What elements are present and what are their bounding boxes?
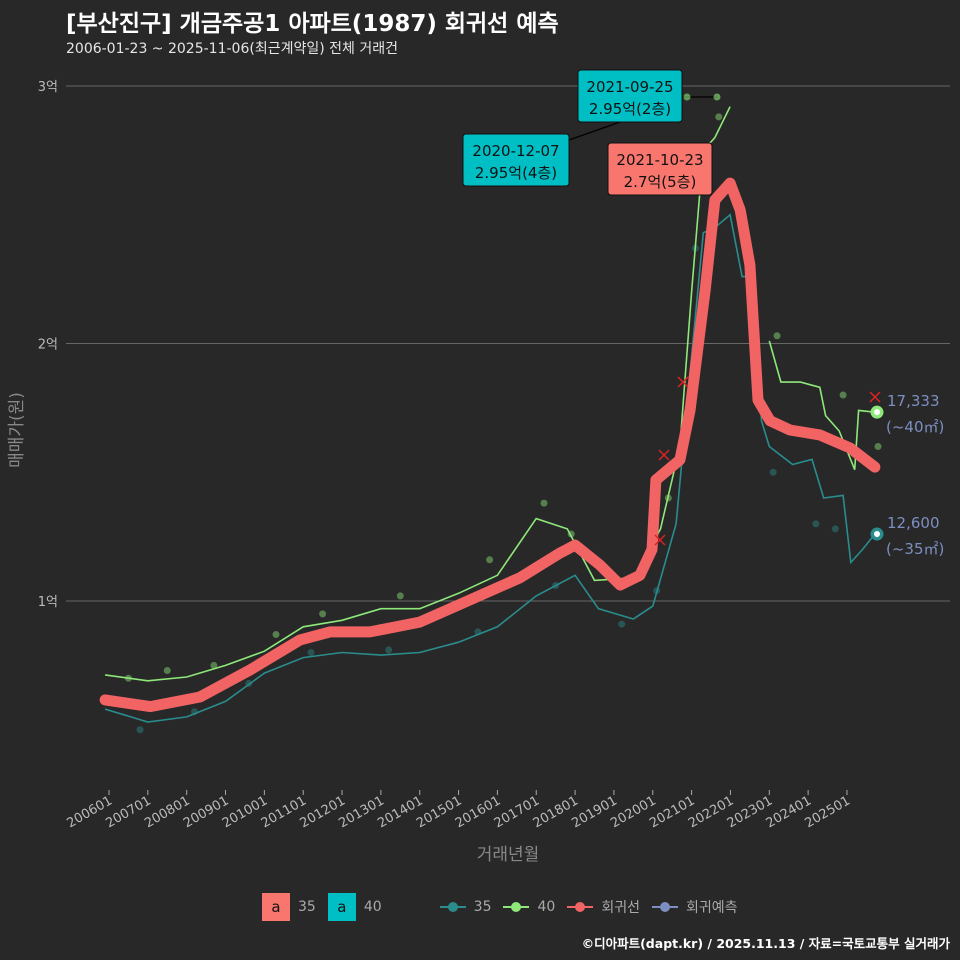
legend-label: 회귀예측 <box>685 900 738 916</box>
prediction-value: 12,600 <box>887 514 940 532</box>
annotation-date: 2020-12-07 <box>472 142 559 160</box>
chart-subtitle: 2006-01-23 ~ 2025-11-06(최근계약일) 전체 거래건 <box>66 41 398 57</box>
legend-label: 35 <box>298 899 316 915</box>
cancelled-deal-marker <box>658 449 670 461</box>
scatter-point <box>713 93 721 101</box>
x-tick-label: 202501 <box>802 793 852 831</box>
prediction-marker-center <box>874 409 880 416</box>
annotation-box <box>462 133 570 187</box>
cancelled-deal-marker <box>677 376 689 388</box>
legend-box-35: a <box>262 893 290 921</box>
legend-label: 40 <box>363 899 382 915</box>
scatter-point <box>769 468 777 476</box>
x-axis-label: 거래년월 <box>477 845 540 865</box>
annotation-price: 2.7억(5층) <box>624 173 697 191</box>
scatter-point <box>385 646 393 654</box>
scatter-point <box>683 93 691 101</box>
scatter-point <box>874 443 882 450</box>
legend-label: 회귀선 <box>601 900 640 916</box>
y-tick-label: 1억 <box>38 595 58 610</box>
annotation-date: 2021-10-23 <box>616 151 703 169</box>
annotation-date: 2021-09-25 <box>586 78 673 96</box>
series-40-line <box>104 106 731 682</box>
legend-40-icon <box>503 902 530 912</box>
chart-plot: 1억2억3억2006012007012008012009012010012011… <box>7 69 950 865</box>
cancelled-deal-marker <box>869 391 881 403</box>
regression-line <box>99 177 881 713</box>
legend-box-40: a <box>327 893 356 921</box>
prediction-area: (~35㎡) <box>886 540 944 558</box>
legend-prediction-icon <box>651 902 678 912</box>
scatter-point <box>812 520 820 528</box>
prediction-marker-center <box>874 531 880 538</box>
series-35-line <box>104 213 876 723</box>
scatter-point <box>486 556 494 564</box>
legend-regression-icon <box>567 902 594 912</box>
annotation-price: 2.95억(4층) <box>475 164 557 182</box>
scatter-point <box>396 592 404 600</box>
prediction-value: 17,333 <box>887 392 940 410</box>
scatter-point <box>272 630 280 638</box>
credit: ©디아파트(dapt.kr) / 2025.11.13 / 자료=국토교통부 실… <box>581 936 950 951</box>
y-tick-label: 2억 <box>38 338 58 353</box>
scatter-point <box>773 332 781 340</box>
legend: a 35 a 40 35 40 회귀선 회귀예측 <box>262 893 749 921</box>
legend-label: 35 <box>473 899 492 915</box>
legend-35-icon <box>439 902 466 912</box>
scatter-point <box>163 667 171 675</box>
scatter-point <box>136 726 144 734</box>
prediction-area: (~40㎡) <box>886 418 944 436</box>
scatter-point <box>307 649 315 656</box>
annotation-box <box>577 69 683 123</box>
series-40-line-recent <box>768 340 875 470</box>
scatter-point <box>618 620 626 628</box>
annotation-price: 2.95억(2층) <box>589 100 671 118</box>
scatter-point <box>839 391 847 399</box>
scatter-point <box>831 525 839 533</box>
scatter-point <box>540 499 548 507</box>
scatter-point <box>319 610 327 618</box>
scatter-point <box>210 661 218 669</box>
chart-title: [부산진구] 개금주공1 아파트(1987) 회귀선 예측 <box>66 11 559 37</box>
annotation-box <box>607 142 713 196</box>
legend-label: 40 <box>537 899 556 915</box>
scatter-point <box>715 113 723 121</box>
y-tick-label: 3억 <box>38 80 58 95</box>
y-axis-label: 매매가(원) <box>7 392 27 468</box>
cancelled-deal-marker <box>654 534 666 546</box>
